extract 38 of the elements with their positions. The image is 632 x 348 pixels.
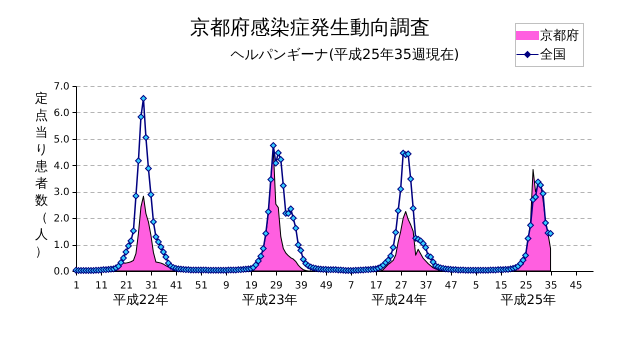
text: 定点当り患者数（人） [35, 92, 48, 260]
x-tick-label: 17 [370, 280, 383, 292]
y-tick-label: 1.0 [54, 240, 70, 252]
text: 平成25年 [500, 293, 556, 308]
x-tick-label: 37 [420, 280, 433, 292]
x-tick-label: 25 [520, 280, 532, 292]
x-tick-label: 51 [195, 280, 208, 292]
x-tick-label: 31 [145, 280, 158, 292]
x-tick-label: 27 [394, 280, 408, 292]
y-tick-label: 5.0 [54, 134, 70, 146]
x-tick-label: 45 [570, 280, 582, 292]
legend-label: 京都府 [540, 28, 579, 44]
y-tick-label: 2.0 [54, 214, 70, 225]
x-tick-label: 19 [244, 280, 258, 292]
legend-label: 全国 [540, 48, 566, 62]
chart-subtitle: ヘルパンギーナ(平成25年35週現在) [230, 47, 460, 63]
text: 平成24年 [371, 293, 427, 308]
y-tick-label: 6.0 [54, 108, 70, 119]
x-tick-label: 5 [472, 280, 480, 292]
chart-title: 京都府感染症発生動向調査 [190, 15, 430, 39]
x-tick-label: 7 [348, 280, 354, 292]
x-tick-label: 49 [320, 280, 333, 292]
x-tick-label: 35 [544, 280, 558, 292]
x-tick-label: 15 [494, 280, 508, 292]
x-tick-label: 11 [95, 280, 108, 292]
x-tick-label: 1 [73, 280, 80, 292]
x-tick-label: 21 [120, 280, 133, 292]
x-tick-label: 47 [444, 280, 458, 292]
x-tick-label: 29 [270, 280, 283, 292]
x-tick-label: 39 [294, 280, 308, 292]
y-tick-label: 3.0 [54, 187, 70, 198]
text: 平成23年 [242, 293, 298, 308]
y-tick-label: 4.0 [54, 160, 70, 172]
y-tick-label: 0.0 [54, 266, 70, 278]
x-tick-label: 41 [170, 280, 183, 292]
x-tick-label: 9 [223, 280, 230, 292]
y-tick-label: 7.0 [54, 82, 70, 92]
text: 平成22年 [112, 293, 168, 308]
